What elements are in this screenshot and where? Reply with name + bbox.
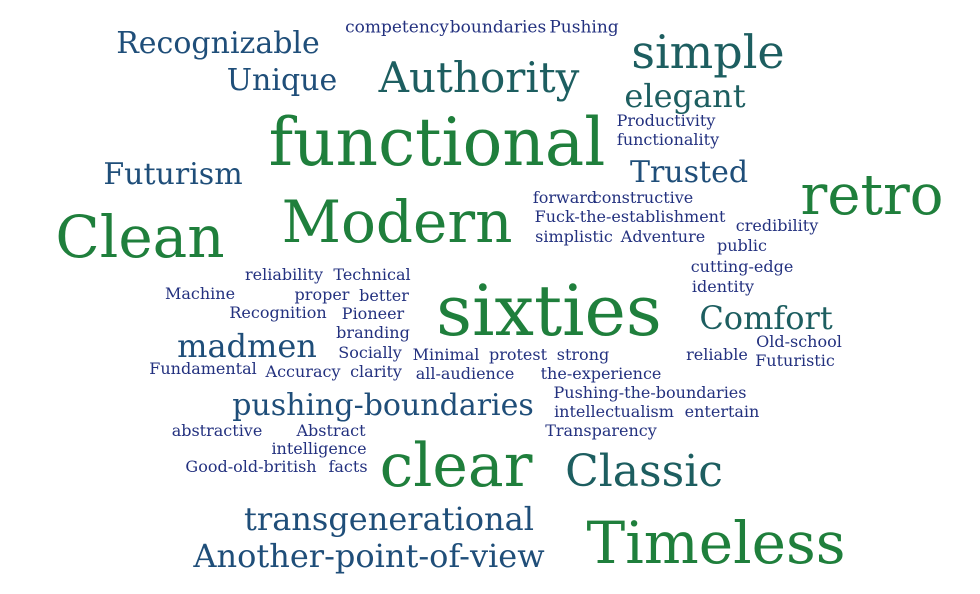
word-unique: Unique	[226, 63, 338, 98]
word-recognition: Recognition	[229, 303, 327, 322]
word-simplistic: simplistic	[535, 227, 613, 246]
word-protest: protest	[488, 345, 548, 364]
word-timeless: Timeless	[586, 509, 846, 577]
word-fundamental: Fundamental	[149, 359, 257, 378]
word-cutting-edge: cutting-edge	[690, 257, 794, 276]
word-strong: strong	[556, 345, 610, 364]
word-socially: Socially	[338, 343, 402, 362]
word-modern: Modern	[281, 188, 513, 256]
word-proper: proper	[294, 285, 350, 304]
word-madmen: madmen	[177, 327, 317, 365]
word-pushing: Pushing	[549, 17, 619, 38]
word-competency: competency	[345, 17, 449, 38]
word-identity: identity	[691, 277, 755, 296]
word-simple: simple	[631, 25, 785, 79]
word-entertain: entertain	[684, 402, 760, 421]
word-branding: branding	[336, 323, 410, 342]
word-accuracy: Accuracy	[265, 362, 341, 381]
word-functional: functional	[268, 104, 606, 181]
word-recognizable: Recognizable	[116, 26, 320, 61]
word-pushing-the-boundaries: Pushing-the-boundaries	[553, 383, 747, 402]
word-adventure: Adventure	[620, 227, 706, 246]
word-fuck-the-establishment: Fuck-the-establishment	[534, 207, 726, 226]
word-pioneer: Pioneer	[341, 304, 405, 323]
word-boundaries: boundaries	[449, 17, 547, 38]
word-futurism: Futurism	[103, 157, 243, 192]
word-good-old-british: Good-old-british	[185, 457, 317, 476]
word-all-audience: all-audience	[415, 364, 515, 383]
word-intellectualism: intellectualism	[554, 402, 674, 421]
word-pushing-boundaries: pushing-boundaries	[232, 388, 534, 423]
word-productivity: Productivity	[616, 111, 716, 130]
word-sixties: sixties	[436, 270, 662, 352]
word-better: better	[359, 286, 409, 305]
word-the-experience: the-experience	[540, 364, 662, 383]
word-clean: Clean	[55, 203, 225, 271]
word-constructive: constructive	[592, 188, 694, 207]
word-old-school: Old-school	[756, 332, 842, 351]
word-machine: Machine	[164, 284, 236, 303]
word-facts: facts	[328, 457, 368, 476]
word-functionality: functionality	[616, 130, 720, 149]
word-clear: clear	[379, 431, 533, 501]
word-elegant: elegant	[624, 77, 746, 115]
word-trusted: Trusted	[629, 155, 749, 190]
word-transgenerational: transgenerational	[244, 500, 534, 538]
word-retro: retro	[800, 163, 944, 228]
word-clarity: clarity	[350, 362, 402, 381]
word-reliability: reliability	[245, 265, 323, 284]
word-transparency: Transparency	[545, 421, 657, 440]
word-classic: Classic	[565, 446, 723, 497]
word-minimal: Minimal	[412, 345, 480, 364]
word-futuristic: Futuristic	[755, 351, 835, 370]
word-comfort: Comfort	[699, 299, 833, 337]
word-abstractive: abstractive	[171, 421, 263, 440]
word-technical: Technical	[333, 265, 411, 284]
word-reliable: reliable	[686, 345, 748, 364]
word-another-point-of-view: Another-point-of-view	[193, 537, 545, 575]
word-credibility: credibility	[735, 216, 819, 235]
word-forward: forward	[532, 188, 598, 207]
word-authority: Authority	[378, 53, 580, 102]
word-intelligence: intelligence	[271, 439, 367, 458]
word-public: public	[717, 236, 767, 255]
word-abstract: Abstract	[296, 421, 366, 440]
